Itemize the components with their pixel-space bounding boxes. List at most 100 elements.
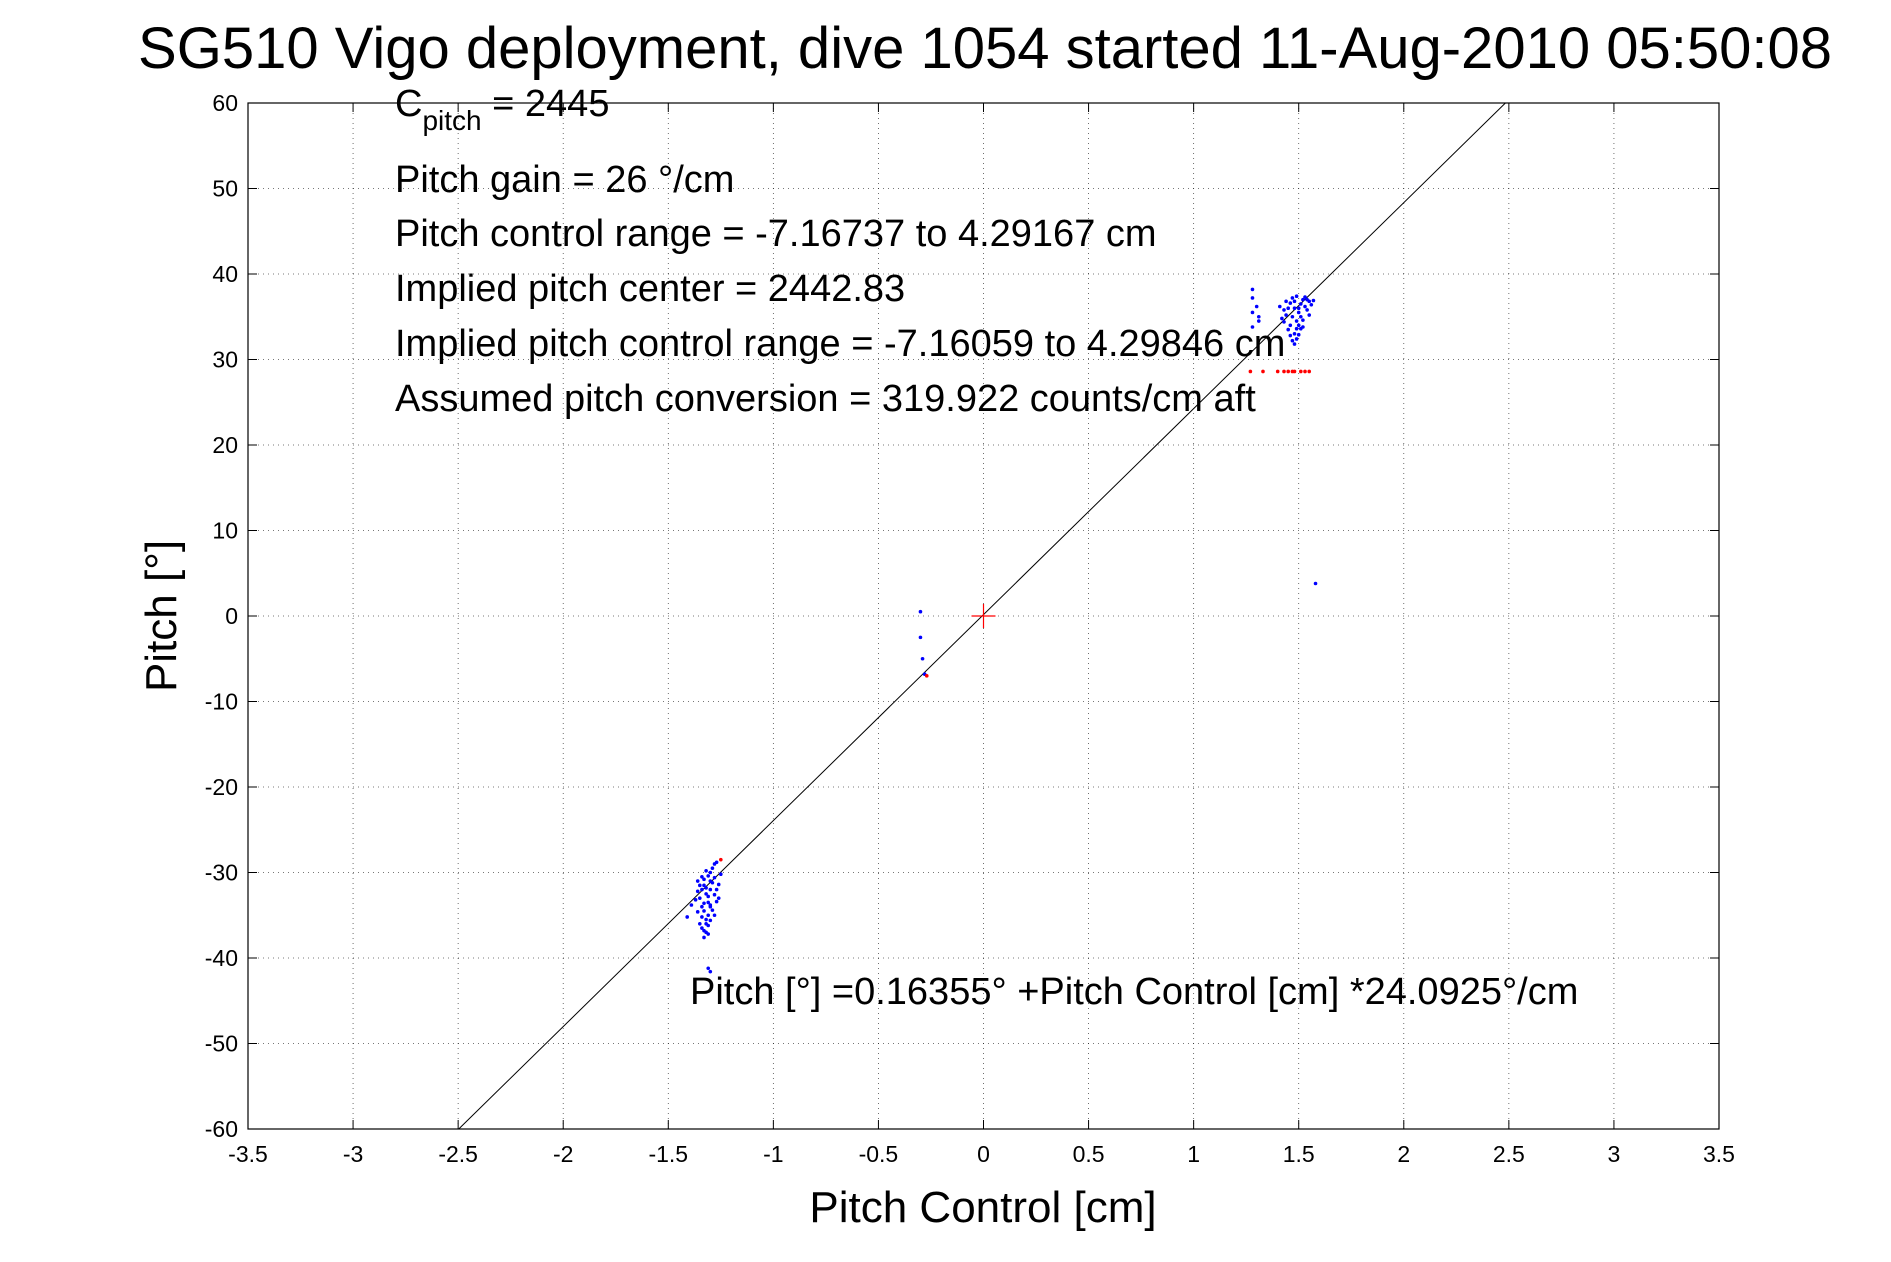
data-point	[1288, 323, 1293, 328]
grid-lines	[248, 103, 1719, 1129]
data-point	[702, 901, 706, 906]
data-points	[685, 287, 1318, 974]
flagged-data-point	[1286, 369, 1291, 374]
data-point	[1296, 332, 1301, 337]
y-tick-label: -20	[205, 774, 238, 800]
data-point	[1286, 306, 1291, 311]
data-point	[1299, 302, 1303, 306]
flagged-data-point	[1261, 369, 1265, 374]
x-tick-label: 0	[977, 1141, 990, 1167]
data-point	[1254, 304, 1259, 309]
pitch-range-annotation: Pitch control range = -7.16737 to 4.2916…	[395, 213, 1157, 255]
data-point	[702, 877, 706, 882]
data-point	[1296, 310, 1301, 315]
data-point	[1294, 326, 1299, 331]
data-point	[706, 900, 711, 905]
data-point	[1290, 296, 1295, 300]
data-point	[1290, 314, 1295, 319]
x-tick-label: -1	[763, 1141, 783, 1167]
data-point	[700, 915, 704, 919]
data-point	[706, 923, 711, 928]
data-point	[695, 879, 700, 883]
data-point	[1286, 327, 1291, 332]
flagged-data-point	[1275, 369, 1280, 374]
data-point	[1294, 294, 1299, 299]
data-point	[695, 910, 700, 914]
data-point	[685, 915, 689, 919]
y-axis-label: Pitch [°]	[137, 540, 186, 692]
data-point	[1301, 297, 1305, 302]
x-tick-label: 1.5	[1283, 1141, 1315, 1167]
data-point	[920, 656, 925, 661]
center-marker	[971, 604, 996, 628]
data-point	[1301, 318, 1305, 322]
y-tick-label: -50	[205, 1031, 238, 1057]
x-axis-ticks: -3.5 -3 -2.5 -2 -1.5 -1 -0.5 0 0.5 1 1.5 2 2.5 3 3.5	[228, 103, 1735, 1167]
data-point	[700, 874, 704, 879]
data-point	[1292, 299, 1297, 304]
data-point	[1296, 323, 1301, 328]
data-point	[1250, 296, 1255, 300]
data-point	[702, 909, 706, 913]
data-point	[698, 883, 702, 888]
data-point	[1284, 313, 1288, 317]
x-tick-label: 2.5	[1493, 1141, 1525, 1167]
y-tick-label: -30	[205, 860, 238, 886]
x-tick-label: -3.5	[228, 1141, 268, 1167]
data-point	[1256, 319, 1261, 323]
cpitch-subscript: pitch	[422, 105, 481, 136]
data-point	[1296, 306, 1301, 311]
x-tick-label: -1.5	[648, 1141, 688, 1167]
chart-title: SG510 Vigo deployment, dive 1054 started…	[138, 16, 1832, 81]
y-tick-label: 20	[212, 432, 238, 458]
pitch-gain-annotation: Pitch gain = 26 °/cm	[395, 159, 734, 201]
data-point	[704, 892, 708, 896]
data-point	[1307, 313, 1312, 317]
data-point	[702, 935, 706, 940]
data-point	[1288, 333, 1293, 338]
data-point	[708, 904, 713, 909]
data-point	[1284, 299, 1288, 304]
y-tick-label: 30	[212, 347, 238, 373]
flagged-data-point	[1292, 369, 1297, 374]
x-tick-label: -0.5	[859, 1141, 899, 1167]
x-tick-label: 0.5	[1073, 1141, 1105, 1167]
data-point	[708, 918, 713, 923]
data-point	[918, 609, 923, 614]
cpitch-value: = 2445	[482, 83, 610, 125]
data-point	[706, 913, 711, 918]
data-point	[918, 635, 923, 640]
data-point	[1294, 319, 1299, 323]
implied-center-annotation: Implied pitch center = 2442.83	[395, 268, 905, 310]
data-point	[1292, 332, 1297, 336]
data-point	[712, 892, 717, 897]
data-point	[704, 886, 708, 890]
x-tick-label: 3.5	[1703, 1141, 1735, 1167]
x-tick-label: 3	[1608, 1141, 1621, 1167]
data-point	[712, 875, 717, 880]
y-tick-label: 40	[212, 261, 238, 287]
data-point	[1301, 325, 1305, 329]
data-point	[716, 896, 721, 900]
data-point	[704, 930, 708, 935]
fit-equation-annotation: Pitch [°] =0.16355° +Pitch Control [cm] …	[690, 971, 1578, 1013]
data-point	[710, 880, 715, 885]
data-point	[700, 926, 704, 930]
data-point	[704, 917, 708, 922]
data-point	[700, 887, 704, 892]
flagged-data-point	[1299, 369, 1303, 374]
data-point	[710, 908, 715, 912]
y-tick-label: 0	[225, 603, 238, 629]
flagged-data-point	[719, 857, 723, 862]
data-point	[719, 872, 723, 877]
cpitch-annotation: Cpitch = 2445	[395, 83, 609, 136]
data-point	[706, 966, 711, 971]
y-tick-label: 60	[212, 90, 238, 116]
implied-range-annotation: Implied pitch control range = -7.16059 t…	[395, 323, 1285, 365]
y-tick-label: -60	[205, 1116, 238, 1142]
data-point	[1256, 314, 1261, 319]
x-tick-label: 1	[1187, 1141, 1200, 1167]
data-point	[1305, 308, 1309, 312]
data-point	[689, 903, 694, 907]
y-tick-label: 50	[212, 176, 238, 202]
